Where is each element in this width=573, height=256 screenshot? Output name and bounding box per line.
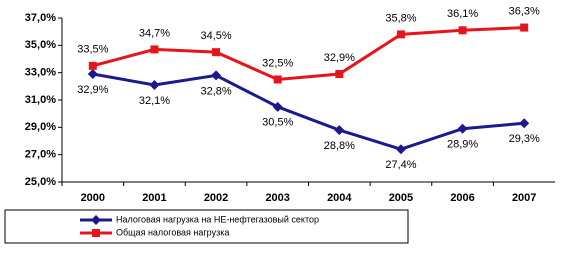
data-label: 32,8% — [200, 85, 231, 97]
marker — [272, 101, 283, 112]
x-tick-label: 2006 — [450, 192, 474, 204]
data-label: 35,8% — [385, 12, 416, 24]
data-label: 32,5% — [262, 57, 293, 69]
marker — [92, 229, 100, 237]
data-label: 36,1% — [447, 8, 478, 20]
data-label: 30,5% — [262, 117, 293, 129]
marker — [273, 75, 282, 84]
x-tick-label: 2001 — [142, 192, 166, 204]
data-label: 28,9% — [447, 139, 478, 151]
x-tick-label: 2007 — [512, 192, 536, 204]
marker — [88, 61, 97, 70]
marker — [212, 48, 221, 57]
marker — [150, 45, 159, 54]
x-tick-label: 2002 — [204, 192, 228, 204]
legend-label: Общая налоговая нагрузка — [116, 227, 229, 237]
data-label: 34,5% — [200, 30, 231, 42]
x-tick-label: 2004 — [327, 192, 352, 204]
marker — [335, 70, 344, 79]
plot-area — [62, 18, 555, 182]
y-tick-label: 25,0% — [25, 176, 56, 188]
y-tick-label: 37,0% — [25, 12, 56, 24]
marker — [149, 79, 160, 90]
marker — [519, 118, 530, 129]
marker — [334, 125, 345, 136]
data-label: 32,9% — [324, 52, 355, 64]
y-tick-label: 31,0% — [25, 94, 56, 106]
y-tick-label: 27,0% — [25, 149, 56, 161]
y-tick-label: 35,0% — [25, 39, 56, 51]
data-label: 29,3% — [509, 133, 540, 145]
marker — [91, 215, 101, 225]
legend-label: Налоговая нагрузка на НЕ-нефтегазовый се… — [116, 214, 319, 224]
marker — [395, 144, 406, 155]
data-label: 36,3% — [509, 5, 540, 17]
x-tick-label: 2003 — [265, 192, 289, 204]
series-line — [92, 26, 525, 82]
data-label: 33,5% — [77, 44, 108, 56]
data-label: 32,1% — [139, 95, 170, 107]
data-label: 34,7% — [139, 27, 170, 39]
legend-box — [4, 209, 409, 244]
x-tick-label: 2005 — [389, 192, 413, 204]
marker — [396, 30, 405, 39]
marker — [520, 23, 529, 32]
series-line — [92, 72, 525, 151]
marker — [457, 123, 468, 134]
y-tick-label: 29,0% — [25, 121, 56, 133]
marker — [87, 69, 98, 80]
data-label: 32,9% — [77, 84, 108, 96]
data-label: 28,8% — [324, 140, 355, 152]
y-tick-label: 33,0% — [25, 67, 56, 79]
marker — [458, 26, 467, 35]
marker — [211, 70, 222, 81]
data-label: 27,4% — [385, 159, 416, 171]
x-tick-label: 2000 — [81, 192, 105, 204]
